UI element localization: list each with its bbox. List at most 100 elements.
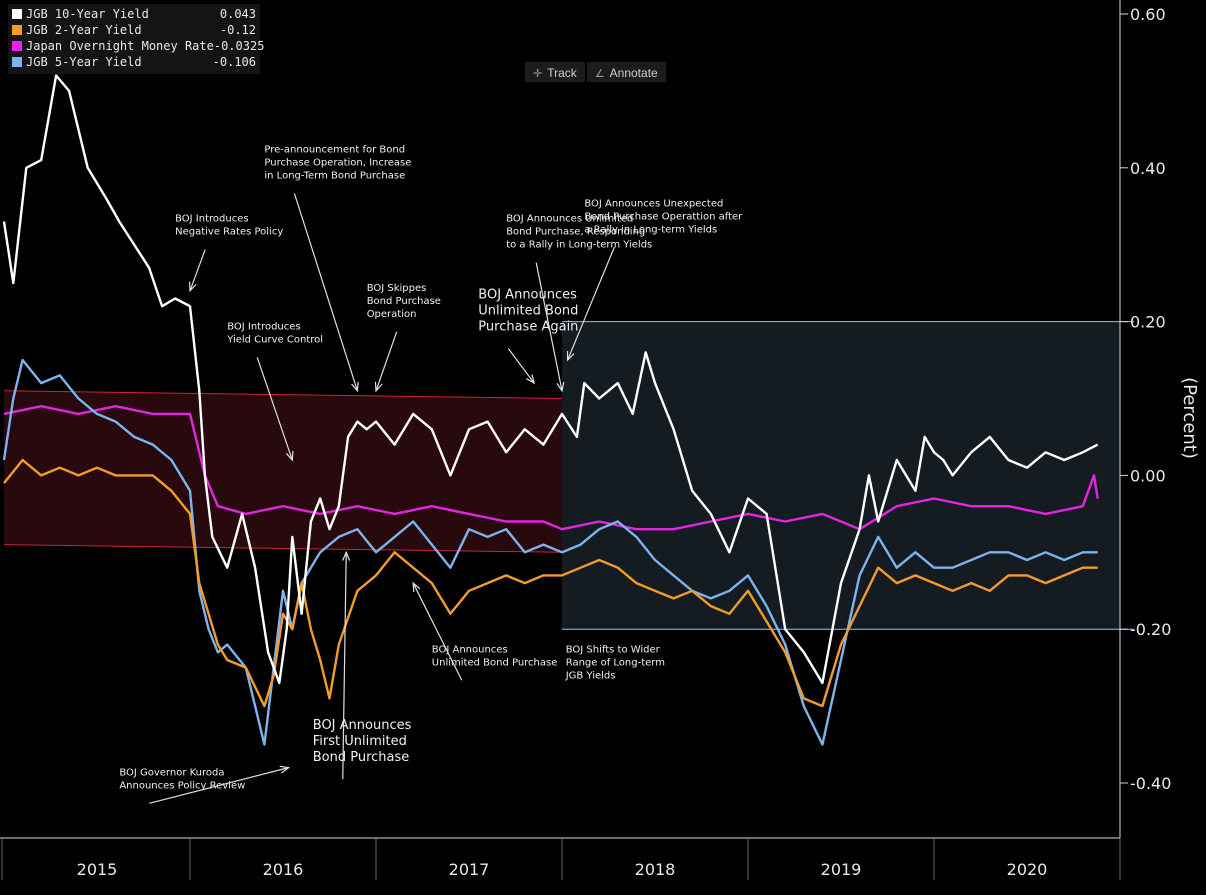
annotation-3: BOJ Introduces Yield Curve Control xyxy=(226,321,323,462)
annotation-6: BOJ Announces Unexpected Bond Purchase Op… xyxy=(566,198,743,362)
annotation-text-line: Purchase Again xyxy=(478,320,578,335)
legend-item-10y: JGB 10-Year Yield 0.043 xyxy=(12,6,256,22)
legend-swatch-2y xyxy=(12,25,22,35)
series-line-jgb-10-year-yield xyxy=(2,74,1099,685)
annotation-text-line: to a Rally in Long-term Yields xyxy=(506,240,652,251)
y-tick-label: -0.20 xyxy=(1130,620,1171,639)
annotation-text-line: Pre-announcement for Bond xyxy=(264,144,405,155)
legend-swatch-5y xyxy=(12,57,22,67)
track-button[interactable]: ✛ Track xyxy=(525,62,585,82)
annotation-arrow xyxy=(149,767,289,804)
annotation-arrowhead xyxy=(412,581,421,593)
x-year-label: 2016 xyxy=(263,860,304,879)
annotation-arrowhead xyxy=(374,381,383,393)
pencil-icon: ∠ xyxy=(594,67,605,80)
annotation-arrowhead xyxy=(279,765,291,774)
annotation-text-line: Yield Curve Control xyxy=(226,334,323,345)
annotation-text-line: JGB Yields xyxy=(565,670,616,681)
annotation-arrowhead xyxy=(556,381,565,393)
x-year-label: 2019 xyxy=(821,860,862,879)
legend-swatch-overnight xyxy=(12,41,22,51)
annotation-0: BOJ Introduces Negative Rates Policy xyxy=(175,214,283,293)
x-year-label: 2017 xyxy=(449,860,490,879)
annotation-text-line: a Rally in Long-term Yields xyxy=(584,224,717,235)
band-fill-0 xyxy=(4,390,562,553)
annotation-text-line: BOJ Announces xyxy=(432,644,508,655)
annotation-text-line: Negative Rates Policy xyxy=(175,227,283,238)
annotation-text-line: BOJ Skippes xyxy=(367,283,427,294)
annotation-arrow xyxy=(567,247,615,361)
legend-label: JGB 2-Year Yield xyxy=(26,23,142,37)
annotation-text-line: Announces Policy Review xyxy=(119,780,245,791)
annotation-1: Pre-announcement for Bond Purchase Operat… xyxy=(264,144,411,393)
annotation-text-line: Range of Long-term xyxy=(566,657,665,668)
legend-item-2y: JGB 2-Year Yield -0.12 xyxy=(12,22,256,38)
annotation-text-line: Bond Purchase Operattion after xyxy=(584,211,743,222)
legend: JGB 10-Year Yield 0.043 JGB 2-Year Yield… xyxy=(8,4,264,74)
legend-value: -0.12 xyxy=(219,23,256,37)
track-label: Track xyxy=(547,66,577,80)
annotation-10: BOJ Governor Kuroda Announces Policy Revi… xyxy=(119,765,291,804)
legend-value: -0.106 xyxy=(212,55,256,69)
y-tick-label: 0.40 xyxy=(1130,159,1166,178)
annotation-arrow xyxy=(412,582,463,681)
annotation-text-line: Bond Purchase, Responding xyxy=(506,227,645,238)
annotation-text-line: BOJ Announces Unexpected xyxy=(584,198,723,209)
band-fill-1 xyxy=(562,321,1120,630)
y-axis-label: (Percent) xyxy=(1179,377,1200,459)
annotation-arrowhead xyxy=(188,281,197,293)
crosshair-icon: ✛ xyxy=(533,67,543,80)
annotation-arrow xyxy=(507,348,535,384)
annotation-text-line: BOJ Announces Unlimited xyxy=(506,214,633,225)
legend-value: 0.043 xyxy=(219,7,256,21)
annotation-arrowhead xyxy=(285,451,294,462)
band-lower-line-0 xyxy=(3,544,563,553)
annotation-text-line: Bond Purchase xyxy=(313,750,410,765)
legend-item-overnight: Japan Overnight Money Rate -0.0325 xyxy=(12,38,264,54)
annotation-text-line: BOJ Shifts to Wider xyxy=(566,644,661,655)
y-tick-label: -0.40 xyxy=(1130,774,1171,793)
annotation-text-line: BOJ Introduces xyxy=(227,321,300,332)
annotation-text-line: in Long-Term Bond Purchase xyxy=(264,170,405,181)
annotation-text-line: BOJ Announces xyxy=(478,288,577,303)
annotation-7: BOJ Shifts to Wider Range of Long-term JGB… xyxy=(565,644,665,681)
annotation-arrowhead xyxy=(342,550,351,561)
annotation-arrow xyxy=(293,193,358,391)
y-tick-label: 0.20 xyxy=(1130,313,1166,332)
annotation-arrow xyxy=(256,357,293,461)
annotation-arrow xyxy=(189,249,206,292)
legend-item-5y: JGB 5-Year Yield -0.106 xyxy=(12,54,256,70)
annotation-text-line: First Unlimited xyxy=(313,734,407,749)
annotation-arrow xyxy=(535,262,563,391)
annotation-text-line: Unlimited Bond xyxy=(478,304,578,319)
legend-label: JGB 5-Year Yield xyxy=(26,55,142,69)
annotation-text-line: BOJ Announces xyxy=(313,718,412,733)
annotation-text-line: BOJ Governor Kuroda xyxy=(119,767,224,778)
y-tick-label: 0.00 xyxy=(1130,466,1166,485)
annotation-text-line: Bond Purchase xyxy=(367,296,441,307)
x-year-label: 2018 xyxy=(635,860,676,879)
annotate-button[interactable]: ∠ Annotate xyxy=(586,62,666,82)
legend-label: JGB 10-Year Yield xyxy=(26,7,149,21)
annotation-arrowhead xyxy=(566,351,575,362)
x-year-label: 2015 xyxy=(77,860,118,879)
annotation-2: BOJ Skippes Bond Purchase Operation xyxy=(367,283,441,393)
annotation-text-line: Unlimited Bond Purchase xyxy=(432,657,558,668)
annotation-arrow xyxy=(375,331,398,392)
series-line-jgb-2-year-yield xyxy=(3,458,1098,708)
x-year-label: 2020 xyxy=(1007,860,1048,879)
annotation-text-line: Purchase Operation, Increase xyxy=(264,157,411,168)
annotation-text-line: BOJ Introduces xyxy=(175,214,248,225)
series-line-japan-overnight-money-rate xyxy=(3,405,1099,531)
annotation-arrowhead xyxy=(526,374,536,385)
annotation-8: BOJ Announces Unlimited Bond Purchase xyxy=(412,581,558,681)
legend-label: Japan Overnight Money Rate xyxy=(26,39,214,53)
band-upper-line-0 xyxy=(3,390,563,399)
legend-value: -0.0325 xyxy=(213,39,265,53)
annotation-arrowhead xyxy=(351,381,359,393)
series-line-jgb-5-year-yield xyxy=(2,358,1098,746)
